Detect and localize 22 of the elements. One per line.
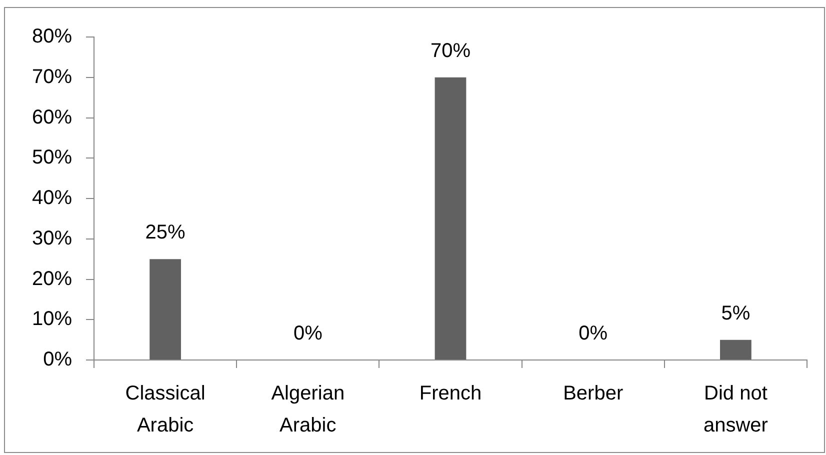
bar — [434, 77, 466, 360]
data-label: 5% — [721, 302, 750, 324]
y-tick-label: 20% — [32, 268, 72, 290]
data-label: 25% — [145, 222, 186, 244]
bar — [720, 340, 752, 360]
y-tick-label: 60% — [32, 106, 72, 128]
y-tick-label: 40% — [32, 187, 72, 210]
data-label: 70% — [430, 40, 471, 62]
data-label: 0% — [578, 322, 608, 345]
bar — [150, 259, 181, 360]
y-tick-label: 50% — [32, 146, 72, 169]
x-tick-label: Berber — [563, 382, 624, 405]
y-tick-label: 70% — [32, 66, 72, 88]
y-tick-label: 80% — [32, 26, 72, 48]
y-tick-label: 30% — [32, 227, 72, 250]
x-tick-label: Did not answer — [703, 382, 768, 437]
y-tick-label: 0% — [43, 348, 72, 371]
x-tick-label: Classical Arabic — [125, 382, 206, 437]
x-tick-label: French — [419, 382, 482, 405]
y-tick-label: 10% — [32, 308, 72, 330]
data-label: 0% — [293, 322, 323, 345]
x-tick-label: Algerian Arabic — [271, 382, 345, 437]
